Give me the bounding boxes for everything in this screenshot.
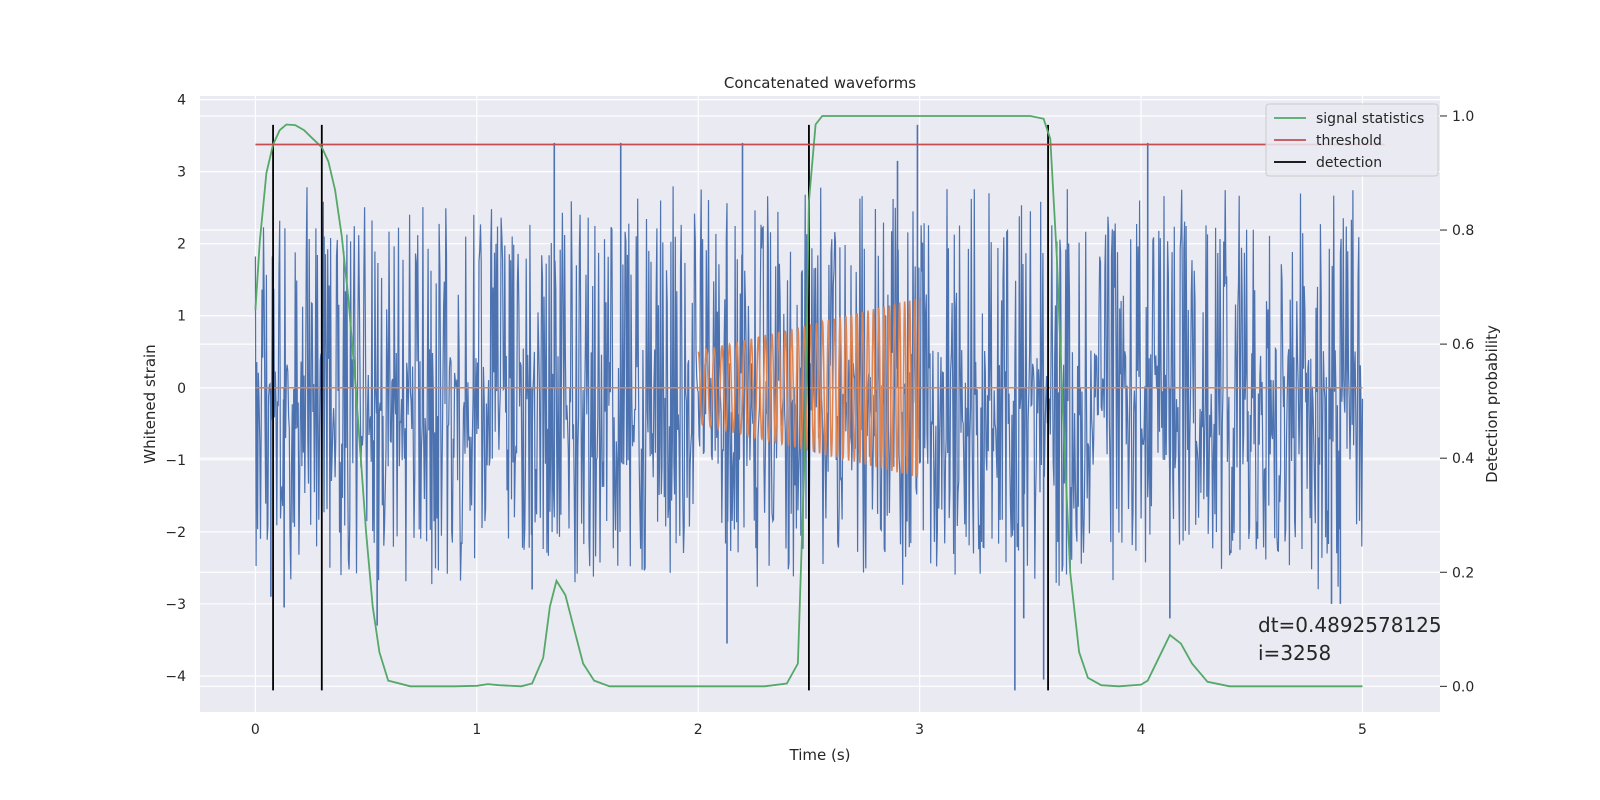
annotation: dt=0.4892578125 i=3258 xyxy=(1258,613,1442,665)
y-left-tick-label: 3 xyxy=(177,165,186,181)
x-tick-label: 2 xyxy=(694,722,703,738)
y-left-tick-label: 1 xyxy=(177,309,186,325)
signal-statistics-line xyxy=(254,115,1363,688)
legend-label: threshold xyxy=(1316,133,1382,149)
y-left-tick-label: −1 xyxy=(165,453,186,469)
y-right-tick-label: 1.0 xyxy=(1452,109,1474,125)
y-right-tick-label: 0.2 xyxy=(1452,565,1474,581)
y-left-tick-label: −2 xyxy=(165,525,186,541)
y-left-tick-label: 2 xyxy=(177,237,186,253)
x-axis-label: Time (s) xyxy=(789,746,851,764)
legend-label: detection xyxy=(1316,155,1382,171)
y-right-tick-label: 0.0 xyxy=(1452,679,1474,695)
x-tick-label: 1 xyxy=(472,722,481,738)
x-tick-label: 5 xyxy=(1358,722,1367,738)
legend: signal statistics threshold detection xyxy=(1265,103,1439,177)
annotation-text: dt=0.4892578125 xyxy=(1258,613,1442,637)
x-tick-label: 0 xyxy=(251,722,260,738)
chart-title: Concatenated waveforms xyxy=(724,74,916,92)
legend-box xyxy=(1265,103,1439,177)
y-left-tick-label: 4 xyxy=(177,93,186,109)
y-right-tick-label: 0.8 xyxy=(1452,223,1474,239)
y-right-tick-label: 0.4 xyxy=(1452,451,1474,467)
y-right-tick-label: 0.6 xyxy=(1452,337,1474,353)
y-left-tick-label: 0 xyxy=(177,381,186,397)
axes: 0 1 2 3 4 5 4 3 2 1 0 −1 −2 −3 −4 1.0 0.8 0.6 0.4 0.2 0.0 xyxy=(165,93,1474,738)
legend-label: signal statistics xyxy=(1316,111,1424,127)
chart-marks xyxy=(254,115,1385,691)
x-tick-label: 4 xyxy=(1137,722,1146,738)
y-axis-left-label: Whitened strain xyxy=(141,344,159,463)
x-tick-label: 3 xyxy=(915,722,924,738)
annotation-text: i=3258 xyxy=(1258,641,1331,665)
y-left-tick-label: −4 xyxy=(165,669,186,685)
y-axis-right-label: Detection probability xyxy=(1483,325,1501,483)
y-left-tick-label: −3 xyxy=(165,597,186,613)
